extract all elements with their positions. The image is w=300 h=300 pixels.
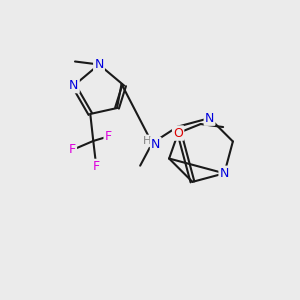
- Text: N: N: [69, 79, 79, 92]
- Text: N: N: [205, 112, 214, 124]
- Text: N: N: [151, 138, 160, 151]
- Text: F: F: [105, 130, 112, 143]
- Text: H: H: [142, 136, 151, 146]
- Text: N: N: [220, 167, 229, 180]
- Text: O: O: [173, 127, 183, 140]
- Text: N: N: [94, 58, 104, 71]
- Text: F: F: [93, 160, 100, 173]
- Text: F: F: [69, 143, 76, 157]
